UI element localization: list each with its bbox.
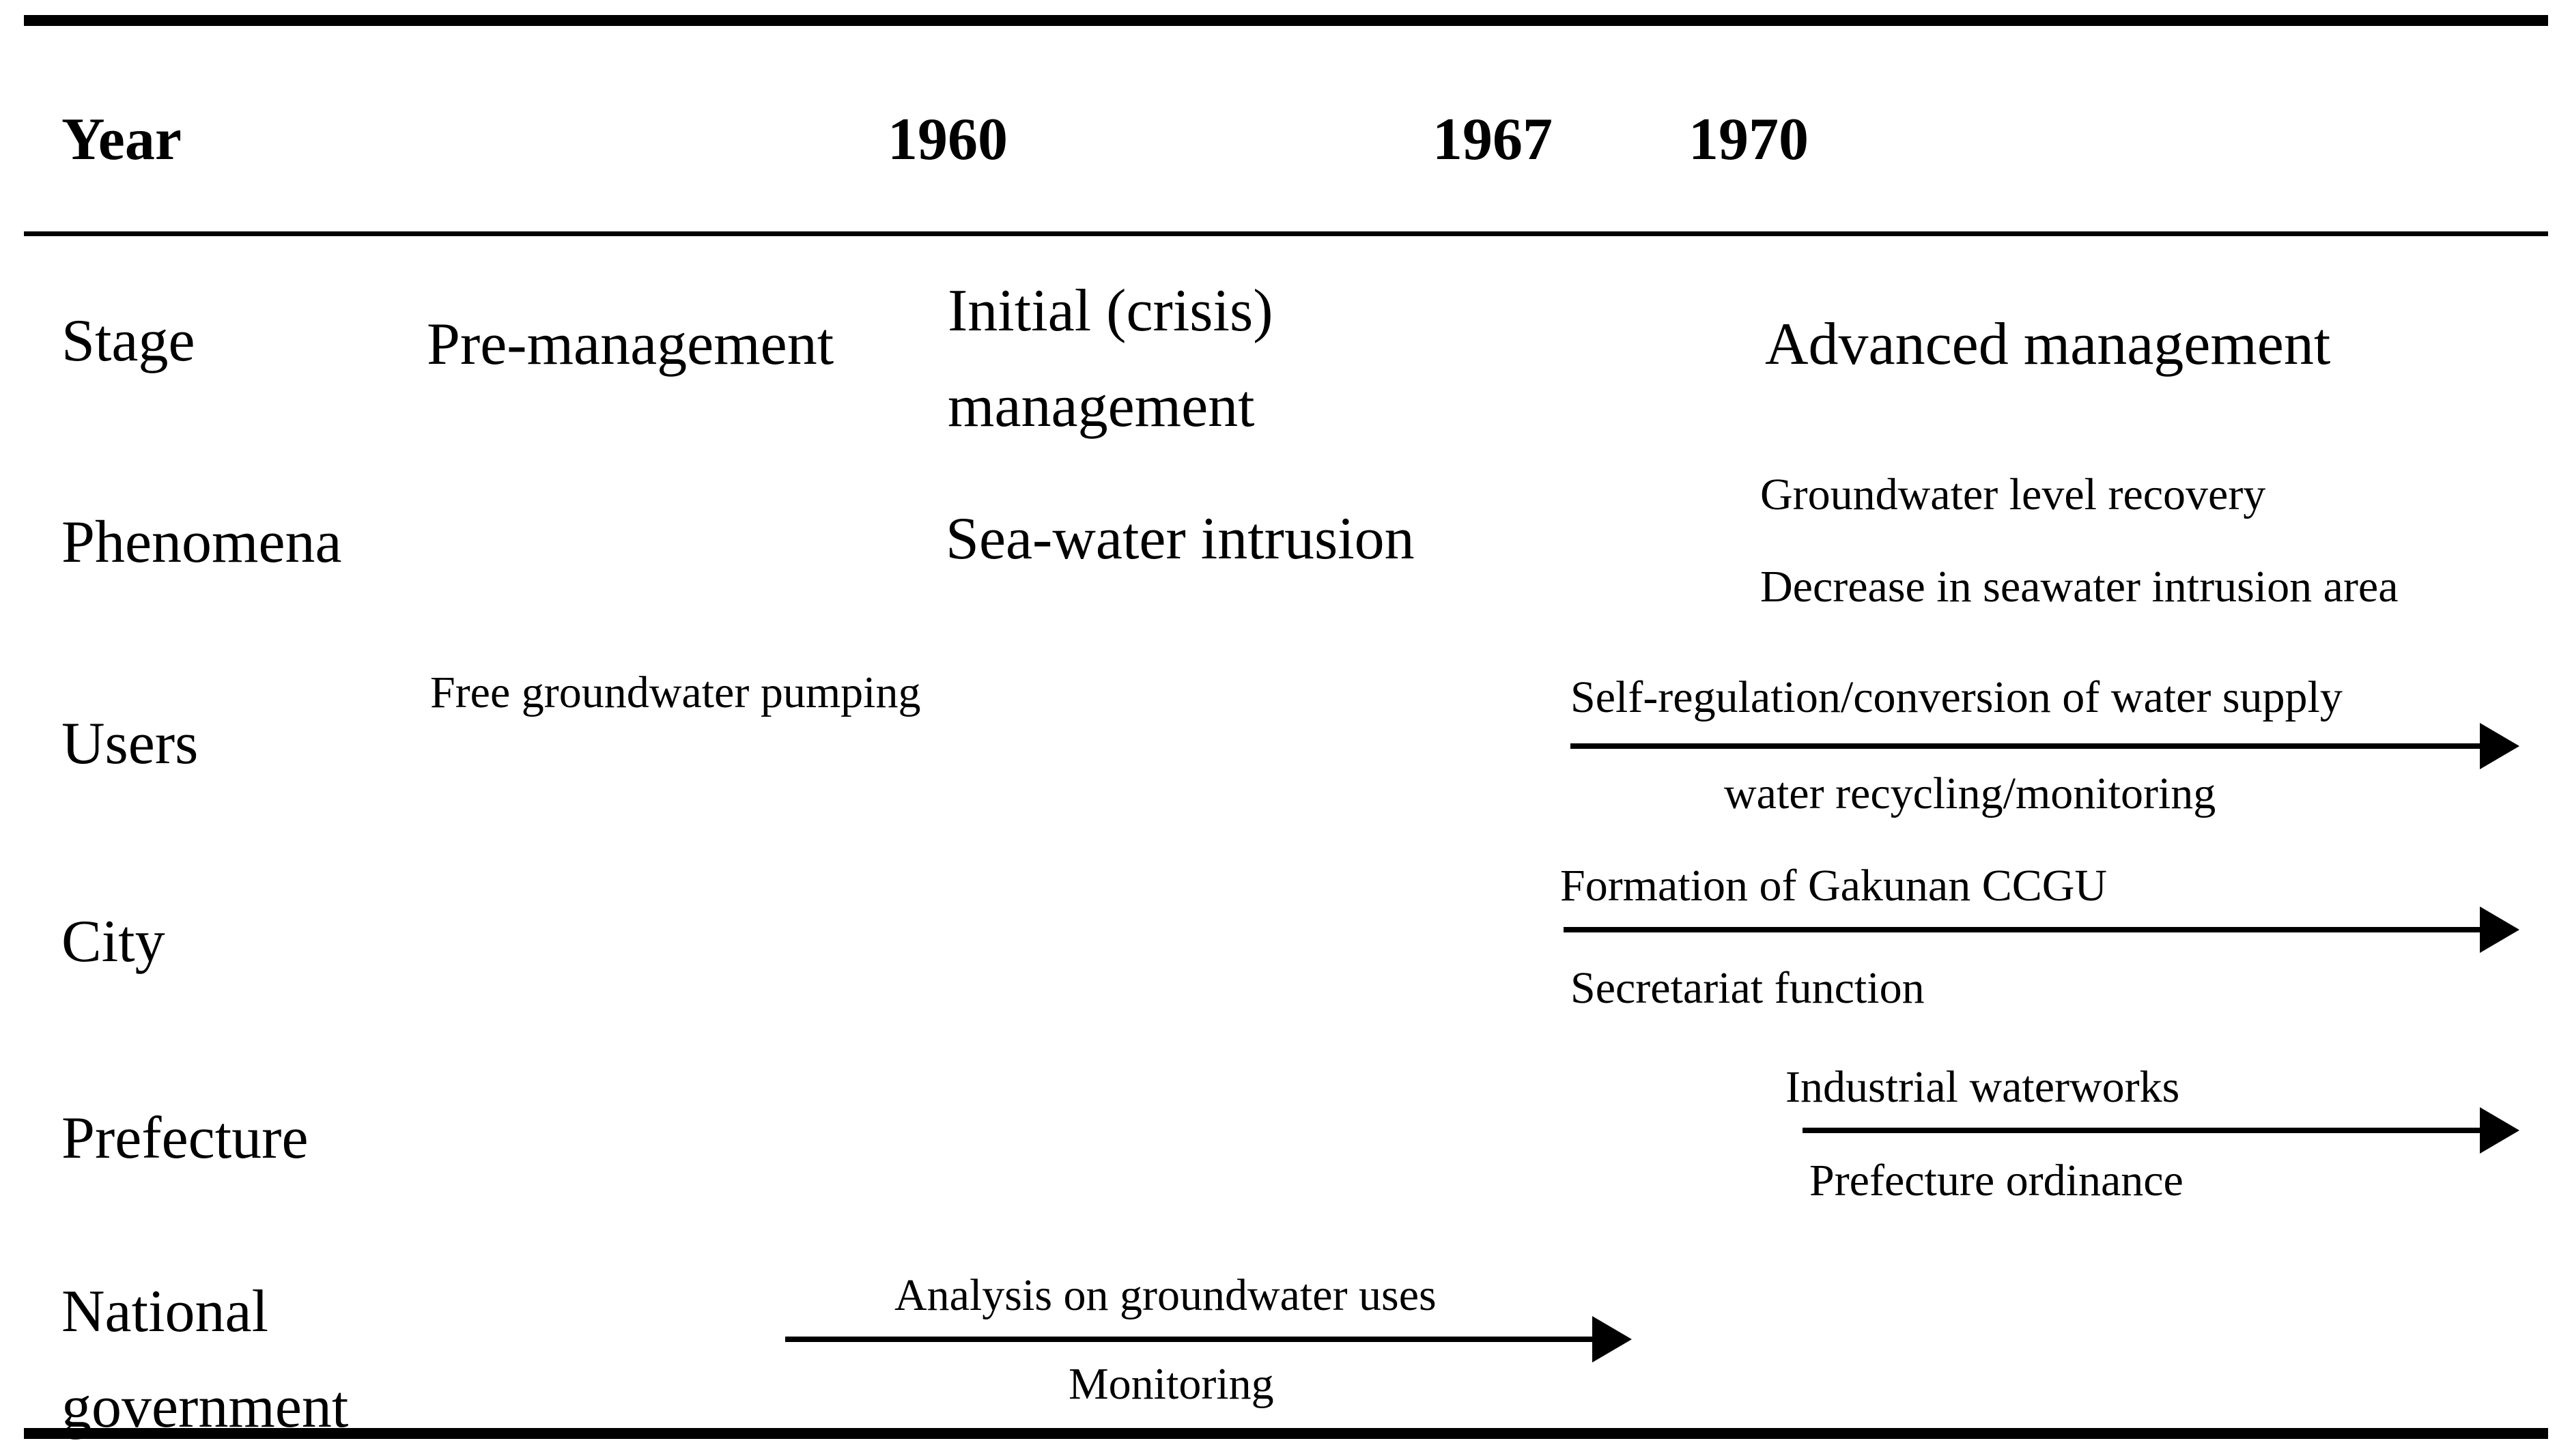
national-label-line2: government [61, 1374, 349, 1440]
users-free-pumping: Free groundwater pumping [430, 668, 921, 717]
top-rule [24, 15, 2548, 26]
row-label-stage: Stage [61, 308, 195, 374]
city-formation-gakunan: Formation of Gakunan CCGU [1560, 861, 2108, 911]
stage-pre-management: Pre-management [427, 311, 834, 377]
row-label-users: Users [61, 711, 199, 777]
national-timeline-arrow [785, 1316, 1632, 1362]
city-arrow-head [2480, 907, 2519, 953]
users-self-regulation: Self-regulation/conversion of water supp… [1570, 672, 2343, 722]
users-timeline-arrow [1570, 723, 2519, 769]
phenomena-groundwater-recovery: Groundwater level recovery [1760, 470, 2266, 519]
national-label-line1: National [61, 1279, 269, 1345]
year-1970: 1970 [1688, 106, 1809, 173]
stage-initial-line2: management [948, 373, 1255, 440]
prefecture-arrow-shaft [1803, 1128, 2480, 1133]
users-water-recycling: water recycling/monitoring [1724, 769, 2216, 818]
city-timeline-arrow [1564, 907, 2519, 953]
prefecture-timeline-arrow [1803, 1107, 2519, 1154]
national-analysis-groundwater: Analysis on groundwater uses [894, 1270, 1437, 1320]
row-label-prefecture: Prefecture [61, 1105, 309, 1171]
prefecture-industrial-waterworks: Industrial waterworks [1785, 1062, 2180, 1112]
year-1967: 1967 [1432, 106, 1553, 173]
national-arrow-shaft [785, 1337, 1592, 1342]
header-rule [24, 231, 2548, 236]
national-monitoring: Monitoring [1069, 1359, 1274, 1409]
row-label-city: City [61, 909, 165, 975]
users-arrow-head [2480, 723, 2519, 769]
city-arrow-shaft [1564, 927, 2480, 932]
stage-initial-crisis-management: Initial (crisis) management [948, 263, 1273, 455]
year-1960: 1960 [888, 106, 1008, 173]
city-secretariat-function: Secretariat function [1570, 963, 1925, 1013]
phenomena-seawater-intrusion: Sea-water intrusion [946, 506, 1415, 572]
year-column-header: Year [61, 106, 182, 173]
stage-initial-line1: Initial (crisis) [948, 278, 1273, 344]
prefecture-ordinance: Prefecture ordinance [1809, 1156, 2184, 1205]
users-arrow-shaft [1570, 743, 2480, 749]
prefecture-arrow-head [2480, 1107, 2519, 1154]
stage-advanced-management: Advanced management [1765, 311, 2331, 377]
national-arrow-head [1592, 1316, 1632, 1362]
bottom-rule [24, 1428, 2548, 1439]
phenomena-decrease-intrusion: Decrease in seawater intrusion area [1760, 562, 2399, 612]
row-label-national-government: National government [61, 1264, 348, 1455]
row-label-phenomena: Phenomena [61, 509, 342, 575]
